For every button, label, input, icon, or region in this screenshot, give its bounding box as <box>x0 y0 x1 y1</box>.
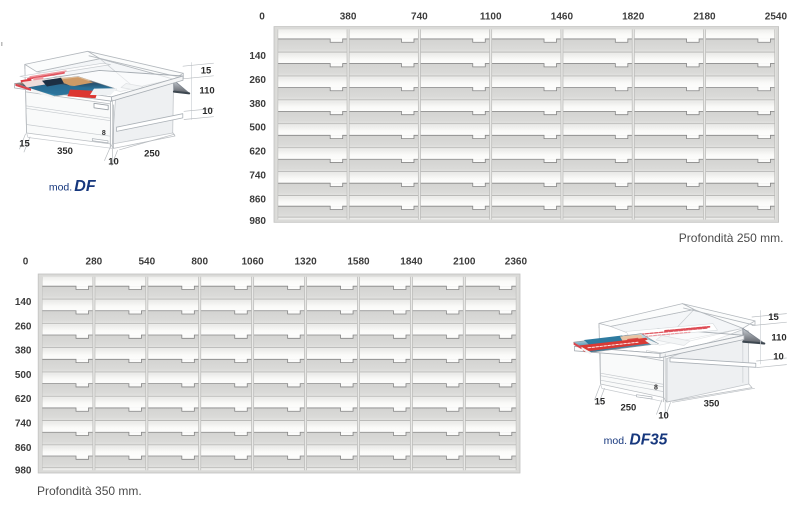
svg-text:620: 620 <box>15 394 32 405</box>
svg-text:2360: 2360 <box>505 257 528 268</box>
svg-text:15: 15 <box>595 397 606 408</box>
svg-text:1100: 1100 <box>480 12 502 23</box>
svg-text:380: 380 <box>340 12 357 23</box>
svg-text:740: 740 <box>15 419 32 430</box>
svg-text:mod.: mod. <box>604 435 627 447</box>
svg-text:10: 10 <box>202 106 213 117</box>
svg-text:10: 10 <box>108 157 119 168</box>
svg-text:980: 980 <box>15 466 32 477</box>
svg-text:110: 110 <box>771 333 786 344</box>
svg-text:260: 260 <box>249 75 266 86</box>
svg-text:8: 8 <box>102 130 106 137</box>
svg-text:mod.: mod. <box>49 182 72 194</box>
svg-text:740: 740 <box>411 12 428 23</box>
svg-text:1840: 1840 <box>400 257 423 268</box>
svg-text:860: 860 <box>249 195 266 206</box>
svg-text:620: 620 <box>249 147 266 158</box>
svg-text:260: 260 <box>15 321 32 332</box>
svg-text:380: 380 <box>249 99 266 110</box>
svg-text:800: 800 <box>191 257 208 268</box>
svg-text:Profondità 350 mm.: Profondità 350 mm. <box>37 484 142 498</box>
svg-text:15: 15 <box>201 66 212 77</box>
svg-text:500: 500 <box>249 123 266 134</box>
svg-text:DF35: DF35 <box>630 432 668 449</box>
svg-text:DF: DF <box>74 178 97 195</box>
svg-text:15: 15 <box>19 139 30 150</box>
svg-text:0: 0 <box>259 12 265 23</box>
svg-text:1580: 1580 <box>347 257 370 268</box>
svg-text:860: 860 <box>15 443 32 454</box>
svg-text:10: 10 <box>773 352 784 363</box>
svg-text:740: 740 <box>249 171 266 182</box>
svg-text:1820: 1820 <box>622 12 645 23</box>
svg-text:500: 500 <box>15 370 32 381</box>
svg-text:1320: 1320 <box>294 257 317 268</box>
svg-text:110: 110 <box>199 86 214 97</box>
svg-text:2540: 2540 <box>765 12 788 23</box>
svg-text:15: 15 <box>768 312 779 323</box>
svg-text:8: 8 <box>654 385 658 392</box>
svg-text:350: 350 <box>704 399 720 410</box>
svg-text:250: 250 <box>144 149 160 160</box>
svg-text:350: 350 <box>57 146 73 157</box>
svg-text:140: 140 <box>249 51 266 62</box>
svg-text:2100: 2100 <box>453 257 476 268</box>
svg-text:2180: 2180 <box>693 12 716 23</box>
svg-text:10: 10 <box>658 411 669 422</box>
svg-text:380: 380 <box>15 346 32 357</box>
svg-text:0: 0 <box>23 257 29 268</box>
svg-text:140: 140 <box>15 297 32 308</box>
svg-text:540: 540 <box>138 257 155 268</box>
svg-text:250: 250 <box>620 403 636 414</box>
svg-text:1460: 1460 <box>551 12 574 23</box>
svg-text:Profondità 250 mm.: Profondità 250 mm. <box>679 231 784 245</box>
svg-text:1060: 1060 <box>241 257 264 268</box>
svg-text:980: 980 <box>249 216 266 227</box>
svg-text:280: 280 <box>86 257 103 268</box>
